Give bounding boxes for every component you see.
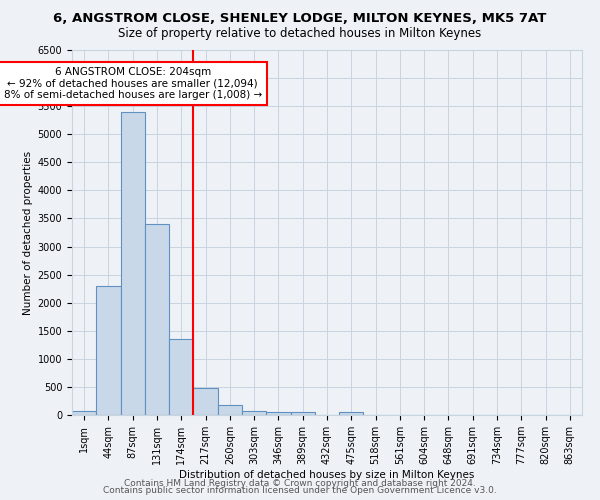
Bar	[72, 411, 96, 415]
Text: Contains HM Land Registry data © Crown copyright and database right 2024.: Contains HM Land Registry data © Crown c…	[124, 478, 476, 488]
Bar	[339, 412, 364, 415]
Bar	[218, 405, 242, 415]
Bar	[145, 224, 169, 415]
Text: Contains public sector information licensed under the Open Government Licence v3: Contains public sector information licen…	[103, 486, 497, 495]
Text: 6 ANGSTROM CLOSE: 204sqm
← 92% of detached houses are smaller (12,094)
8% of sem: 6 ANGSTROM CLOSE: 204sqm ← 92% of detach…	[4, 67, 262, 100]
Bar	[242, 411, 266, 415]
Text: 6, ANGSTROM CLOSE, SHENLEY LODGE, MILTON KEYNES, MK5 7AT: 6, ANGSTROM CLOSE, SHENLEY LODGE, MILTON…	[53, 12, 547, 26]
X-axis label: Distribution of detached houses by size in Milton Keynes: Distribution of detached houses by size …	[179, 470, 475, 480]
Text: Size of property relative to detached houses in Milton Keynes: Size of property relative to detached ho…	[118, 28, 482, 40]
Bar	[290, 412, 315, 415]
Y-axis label: Number of detached properties: Number of detached properties	[23, 150, 34, 314]
Bar	[266, 412, 290, 415]
Bar	[193, 388, 218, 415]
Bar	[96, 286, 121, 415]
Bar	[121, 112, 145, 415]
Bar	[169, 339, 193, 415]
